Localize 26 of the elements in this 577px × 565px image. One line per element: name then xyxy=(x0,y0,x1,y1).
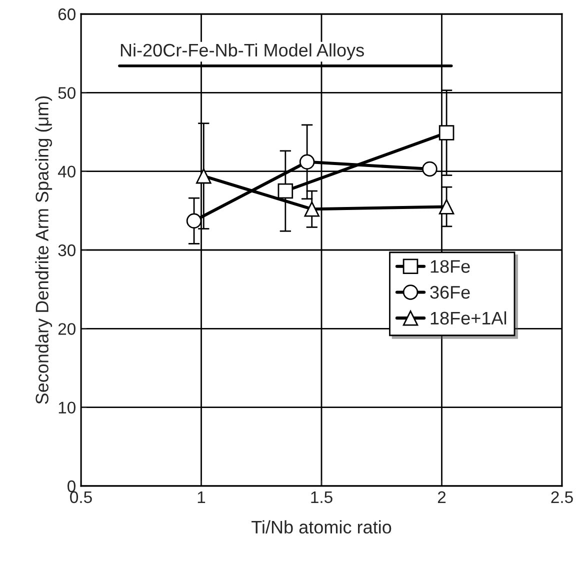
x-tick-label: 2.5 xyxy=(551,491,573,504)
y-tick-label: 60 xyxy=(58,8,76,20)
y-axis-title: Secondary Dendrite Arm Spacing (μm) xyxy=(35,96,52,404)
text: Ni-20Cr-Fe-Nb-Ti Model Alloys xyxy=(120,43,364,60)
legend-label: 36Fe xyxy=(430,286,470,299)
point xyxy=(438,199,454,214)
point xyxy=(196,168,212,184)
point xyxy=(278,183,294,199)
x-tick-label: 2 xyxy=(438,491,446,503)
x-tick-label: 1 xyxy=(198,491,206,503)
point xyxy=(186,213,202,229)
point xyxy=(299,154,315,170)
y-tick-label: 40 xyxy=(58,166,76,178)
x-tick-label: 0.5 xyxy=(70,491,92,504)
x-axis-title: Ti/Nb atomic ratio xyxy=(252,520,392,534)
y-tick-label: 50 xyxy=(58,87,76,99)
point xyxy=(438,125,454,140)
x-tick-label: 1.5 xyxy=(311,491,332,504)
y-tick-label: 10 xyxy=(58,402,76,414)
legend-label: 18Fe+1Al xyxy=(430,311,506,325)
point xyxy=(422,161,438,177)
legend-label: 18Fe xyxy=(430,260,470,273)
y-tick-label: 20 xyxy=(58,323,76,335)
y-tick-label: 30 xyxy=(58,244,76,256)
y-tick-label: 0 xyxy=(68,480,76,492)
point xyxy=(304,201,320,217)
